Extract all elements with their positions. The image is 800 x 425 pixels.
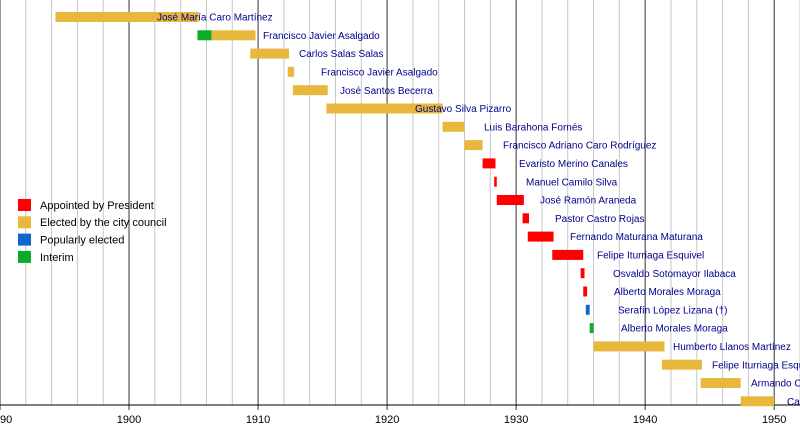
term-label: Francisco Adriano Caro Rodríguez xyxy=(503,141,656,152)
x-tick-label: 1910 xyxy=(246,414,270,425)
term-bar xyxy=(292,85,328,96)
term-bar xyxy=(700,378,741,388)
term-label: Francisco Javier Asalgado xyxy=(263,31,380,42)
term-label: Pastor Castro Rojas xyxy=(555,214,644,225)
term-bar xyxy=(197,30,212,41)
x-tick-label: 1890 xyxy=(0,414,12,425)
term-label: Luis Barahona Fornés xyxy=(484,122,582,133)
term-bar xyxy=(589,323,594,334)
legend-swatch xyxy=(18,216,31,229)
term-label: Felipe Iturriaga Esquivel xyxy=(597,251,704,262)
term-bar xyxy=(494,176,497,187)
term-bar xyxy=(661,359,702,370)
term-label: Armando Ca xyxy=(751,379,800,390)
legend-label: Appointed by President xyxy=(40,200,154,212)
term-bar xyxy=(583,286,588,297)
x-tick-label: 1930 xyxy=(504,414,528,425)
legend-label: Interim xyxy=(40,252,74,264)
x-tick-label: 1900 xyxy=(117,414,141,425)
term-label: Osvaldo Sotomayor Ilabaca xyxy=(613,269,736,280)
term-bar xyxy=(55,12,199,22)
term-label: Carlos Salas Salas xyxy=(299,49,383,60)
term-label: José Santos Becerra xyxy=(340,86,433,97)
term-label: Car xyxy=(787,397,800,408)
term-label: Serafín López Lizana (†) xyxy=(618,305,728,316)
term-label: Fernando Maturana Maturana xyxy=(570,232,703,243)
term-bar xyxy=(496,195,524,205)
term-label: José María Caro Martínez xyxy=(157,13,273,24)
term-bar xyxy=(442,121,465,132)
term-bar xyxy=(211,30,256,41)
term-bar xyxy=(740,396,775,407)
legend-label: Elected by the city council xyxy=(40,217,167,229)
term-bar xyxy=(593,341,665,352)
term-label: Gustavo Silva Pizarro xyxy=(415,104,512,115)
term-bar xyxy=(552,249,584,260)
term-bar xyxy=(326,103,443,114)
term-bar xyxy=(527,231,554,242)
term-label: Alberto Morales Moraga xyxy=(614,287,721,298)
legend-swatch xyxy=(18,233,31,246)
term-label: Alberto Morales Moraga xyxy=(621,324,728,335)
term-label: Francisco Javier Asalgado xyxy=(321,68,438,79)
term-bar xyxy=(287,66,295,77)
term-label: Evaristo Merino Canales xyxy=(519,159,628,170)
x-tick-label: 1920 xyxy=(375,414,399,425)
term-label: José Ramón Araneda xyxy=(540,196,637,207)
term-bar xyxy=(580,268,585,279)
legend-label: Popularly elected xyxy=(40,235,124,247)
term-bar xyxy=(464,140,483,151)
term-label: Humberto Llanos Martínez xyxy=(673,342,791,353)
term-label: Felipe Iturriaga Esquivel xyxy=(712,360,800,371)
term-bar xyxy=(482,158,496,169)
legend-swatch xyxy=(18,199,31,211)
x-tick-label: 1950 xyxy=(762,414,786,425)
term-bar xyxy=(250,48,290,59)
term-bar xyxy=(585,304,590,315)
term-bar xyxy=(522,213,530,224)
term-label: Manuel Camilo Silva xyxy=(526,177,618,188)
x-tick-label: 1940 xyxy=(633,414,657,425)
legend-swatch xyxy=(18,250,31,263)
